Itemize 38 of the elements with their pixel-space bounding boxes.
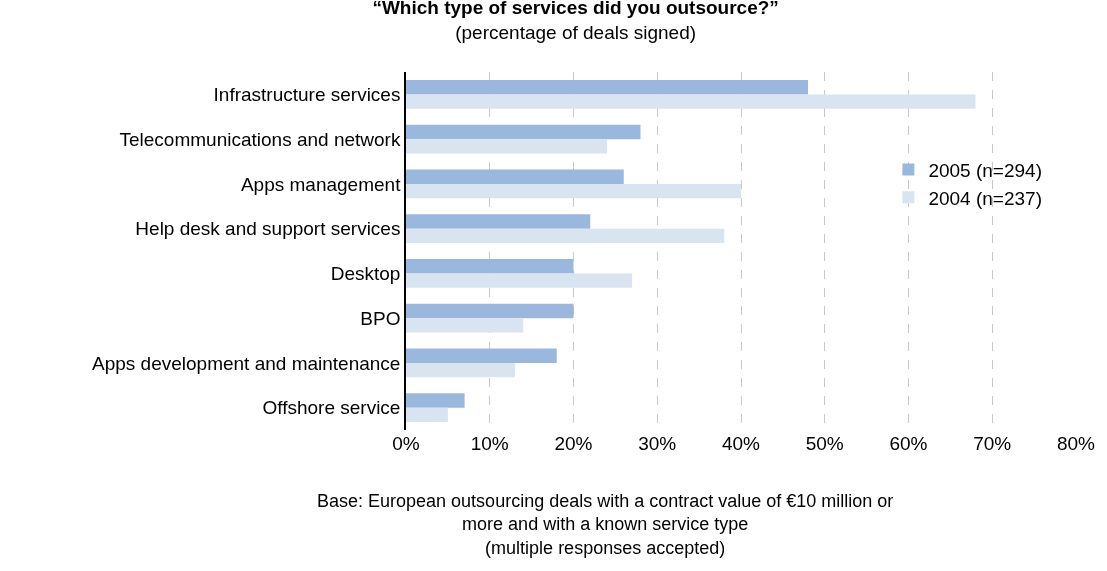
bar bbox=[406, 169, 624, 184]
text: Base: European outsourcing deals with a contract value of €10 million or more and with a known service type (multiple responses accepted) bbox=[317, 491, 894, 558]
x-tick-label: 30% bbox=[638, 433, 677, 454]
bar bbox=[406, 407, 448, 422]
bar bbox=[406, 124, 641, 140]
legend-label: 2004 (n=237) bbox=[928, 187, 1042, 209]
chart-title: “Which type of services did you outsource?” bbox=[372, 0, 779, 19]
bar bbox=[406, 303, 574, 319]
y-tick-label: Telecommunications and network bbox=[119, 128, 401, 150]
bar bbox=[406, 348, 557, 363]
x-tick-label: 20% bbox=[554, 433, 593, 454]
bar bbox=[406, 94, 976, 109]
bar bbox=[406, 318, 524, 333]
x-tick-label: 0% bbox=[392, 433, 420, 454]
y-tick-label: Help desk and support services bbox=[135, 218, 401, 240]
y-tick-label: Apps management bbox=[240, 173, 402, 195]
y-tick-label: Offshore service bbox=[262, 397, 401, 419]
chart-subtitle: (percentage of deals signed) bbox=[455, 21, 697, 43]
bar bbox=[406, 80, 808, 95]
bar bbox=[406, 228, 725, 243]
x-tick-label: 10% bbox=[470, 433, 509, 454]
x-tick-label: 40% bbox=[721, 433, 761, 454]
bar bbox=[406, 393, 465, 408]
x-tick-label: 70% bbox=[973, 433, 1012, 454]
y-tick-label: BPO bbox=[360, 307, 401, 329]
bar bbox=[406, 362, 515, 378]
bar bbox=[406, 183, 741, 199]
x-tick-label: 50% bbox=[805, 433, 844, 454]
bar bbox=[406, 259, 574, 274]
y-tick-label: Desktop bbox=[330, 263, 401, 285]
legend-label: 2005 (n=294) bbox=[928, 160, 1042, 182]
y-tick-label: Infrastructure services bbox=[213, 84, 401, 106]
bar bbox=[406, 273, 633, 288]
x-tick-label: 80% bbox=[1056, 433, 1096, 454]
bar bbox=[406, 139, 607, 154]
x-tick-label: 60% bbox=[889, 433, 928, 454]
bar bbox=[406, 214, 591, 229]
y-tick-label: Apps development and maintenance bbox=[92, 352, 401, 374]
